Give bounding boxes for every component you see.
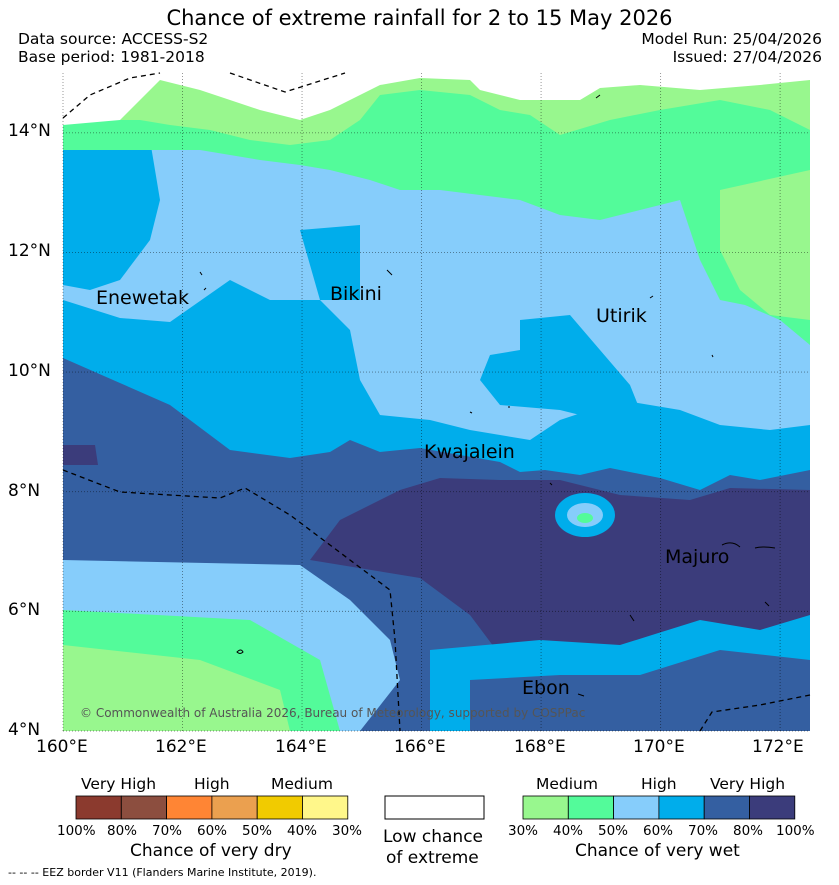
- field-high-wet-40: [63, 73, 810, 345]
- lat-tick-label: 4°N: [8, 720, 41, 740]
- base-period-label: Base period: 1981-2018: [18, 48, 205, 66]
- wet-tick: 60%: [643, 823, 674, 839]
- dry-colorbar-swatch: [302, 795, 349, 820]
- field-medium-wet-south-inner: [63, 645, 290, 731]
- lat-tick-label: 8°N: [8, 481, 41, 501]
- dry-header-very-high: Very High: [81, 775, 157, 793]
- neutral-caption-line2: of extreme: [386, 848, 479, 868]
- issued-label: Issued: 27/04/2026: [672, 48, 822, 66]
- lon-tick-label: 170°E: [633, 737, 685, 757]
- dry-tick: 60%: [197, 823, 228, 839]
- islands: [199, 94, 776, 697]
- place-label-bikini: Bikini: [330, 283, 382, 305]
- wet-caption: Chance of very wet: [575, 841, 740, 861]
- lat-tick-label: 6°N: [8, 600, 41, 620]
- field-very-high-wet-south: [63, 445, 98, 465]
- lat-tick-label: 14°N: [8, 121, 51, 141]
- field-medium-wet-30-ne: [720, 170, 810, 320]
- dry-tick: 30%: [332, 823, 363, 839]
- lon-tick-label: 162°E: [155, 737, 207, 757]
- dry-tick: 80%: [107, 823, 138, 839]
- lon-tick-label: 164°E: [275, 737, 327, 757]
- colorbar-wet: [522, 795, 796, 820]
- colorbar-dry: [75, 795, 349, 820]
- wet-header-medium: Medium: [536, 775, 598, 793]
- field-east-south-wet: [470, 650, 810, 731]
- dry-header-medium: Medium: [271, 775, 333, 793]
- wet-tick: 40%: [553, 823, 584, 839]
- lon-tick-label: 168°E: [514, 737, 566, 757]
- field-white-north: [63, 73, 810, 125]
- dry-tick: 70%: [152, 823, 183, 839]
- wet-colorbar-swatch: [703, 795, 750, 820]
- field-high-wet-60-inner: [63, 140, 160, 290]
- dry-colorbar-swatch: [166, 795, 213, 820]
- place-label-kwajalein: Kwajalein: [424, 441, 515, 463]
- wet-colorbar-swatch: [749, 795, 796, 820]
- dry-header-high: High: [194, 775, 230, 793]
- place-label-utirik: Utirik: [596, 305, 647, 327]
- dry-colorbar-swatch: [256, 795, 303, 820]
- data-source-label: Data source: ACCESS-S2: [18, 30, 209, 48]
- model-run-label: Model Run: 25/04/2026: [641, 30, 822, 48]
- wet-colorbar-swatch: [658, 795, 705, 820]
- dry-tick: 100%: [57, 823, 96, 839]
- dry-colorbar-swatch: [211, 795, 258, 820]
- lat-tick-label: 12°N: [8, 241, 51, 261]
- dry-tick: 50%: [242, 823, 273, 839]
- lon-tick-label: 166°E: [394, 737, 446, 757]
- lon-tick-label: 160°E: [36, 737, 88, 757]
- field-ring-green: [577, 513, 593, 523]
- colorbar-neutral: [384, 795, 485, 820]
- wet-tick: 30%: [508, 823, 539, 839]
- eez-footnote: -- -- -- EEZ border V11 (Flanders Marine…: [8, 866, 317, 879]
- lon-tick-label: 172°E: [752, 737, 804, 757]
- place-label-majuro: Majuro: [665, 546, 730, 568]
- wet-colorbar-swatch: [613, 795, 660, 820]
- place-label-ebon: Ebon: [522, 677, 570, 699]
- dry-colorbar-swatch: [120, 795, 168, 820]
- lat-tick-label: 10°N: [8, 361, 51, 381]
- wet-colorbar-swatch: [567, 795, 614, 820]
- wet-tick: 80%: [733, 823, 764, 839]
- wet-header-high: High: [641, 775, 677, 793]
- chart-title: Chance of extreme rainfall for 2 to 15 M…: [166, 6, 673, 30]
- dry-caption: Chance of very dry: [130, 841, 292, 861]
- dry-tick: 40%: [287, 823, 318, 839]
- wet-tick: 70%: [688, 823, 719, 839]
- neutral-caption-line1: Low chance: [383, 827, 483, 847]
- probability-fields: [63, 73, 810, 731]
- wet-tick: 100%: [776, 823, 815, 839]
- field-high-wet-60-central: [300, 225, 360, 300]
- wet-header-very-high: Very High: [710, 775, 786, 793]
- copyright-notice: © Commonwealth of Australia 2026, Bureau…: [80, 706, 586, 720]
- place-label-enewetak: Enewetak: [96, 287, 190, 309]
- wet-tick: 50%: [598, 823, 629, 839]
- field-high-wet-60-east: [480, 315, 640, 420]
- eez-borders: [62, 72, 811, 732]
- wet-colorbar-swatch: [522, 795, 569, 820]
- dry-colorbar-swatch: [75, 795, 122, 820]
